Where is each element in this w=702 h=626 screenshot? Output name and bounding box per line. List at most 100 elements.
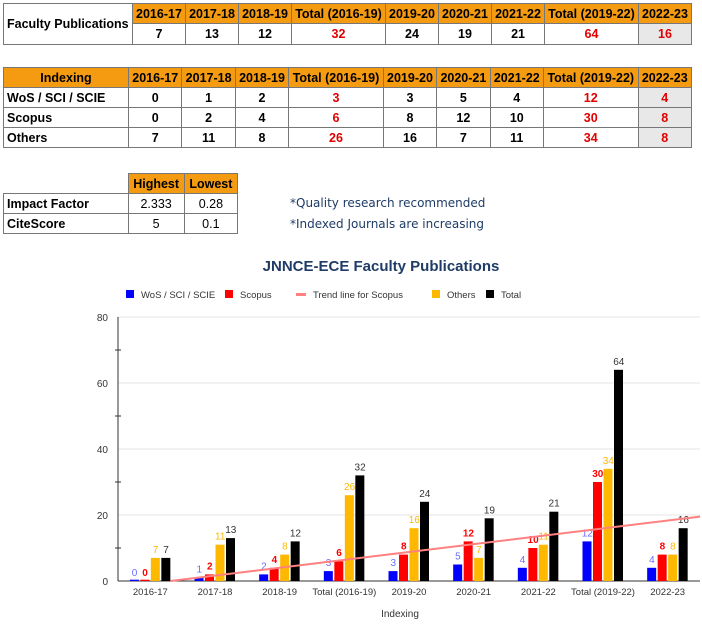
legend-swatch [432,290,440,298]
bar-total [355,475,365,581]
data-label: 6 [336,548,342,559]
bar-scopus [528,548,538,581]
bar-others [538,544,548,581]
bar-wos-sci-scie [194,577,204,581]
legend-label: WoS / SCI / SCIE [141,290,215,301]
col-header: 2021-22 [490,3,546,24]
bar-total [678,528,688,581]
cell: 11 [181,127,236,148]
data-label: 5 [455,552,461,563]
bar-wos-sci-scie [388,571,398,581]
note-indexed: *Indexed Journals are increasing [290,217,485,231]
bar-scopus [657,554,667,581]
col-header: Highest [127,173,185,194]
data-label: 3 [390,558,396,569]
cell: 0.28 [183,193,239,214]
col-header: 2022-23 [637,3,693,24]
bar-others [474,557,484,581]
cell: 8 [637,107,693,128]
cell: 19 [437,23,493,45]
data-label: 0 [142,568,148,579]
x-tick-label: 2022-23 [650,587,685,598]
bar-scopus [269,567,279,581]
bar-wos-sci-scie [129,579,139,581]
x-axis-label: Indexing [381,609,419,620]
col-header: 2016-17 [127,67,183,88]
col-header: 2020-21 [437,3,493,24]
data-label: 26 [344,482,356,493]
cell: 12 [238,23,293,45]
bar-wos-sci-scie [517,567,527,581]
col-header: 2017-18 [181,67,236,88]
cell: 8 [234,127,290,148]
cell: 11 [489,127,544,148]
col-header: 2019-20 [382,67,438,88]
cell: 24 [384,23,439,45]
data-label: 2 [261,561,267,572]
data-label: 7 [476,545,482,556]
data-label: 12 [463,528,475,539]
data-label: 10 [528,535,540,546]
table-row: Scopus 0 2 4 6 8 12 10 30 8 [3,107,693,128]
data-label: 16 [678,515,690,526]
cell: 7 [131,23,186,45]
bar-others [409,528,419,581]
col-header: Indexing [3,67,129,88]
cell: 21 [490,23,546,45]
cell: 16 [382,127,438,148]
x-tick-label: Total (2016-19) [312,587,376,598]
bar-scopus [205,574,214,581]
cell: 0.1 [183,213,239,234]
cell: 7 [436,127,491,148]
data-label: 4 [520,555,526,566]
col-header: 2019-20 [384,3,439,24]
y-tick-label: 0 [102,577,108,588]
bar-total [226,538,235,581]
data-label: 32 [355,462,367,473]
y-tick-label: 20 [97,511,109,522]
legend-label: Total [501,290,521,301]
cell: 8 [637,127,693,148]
data-label: 16 [409,515,421,526]
col-header: 2020-21 [436,67,491,88]
table-row: Others 7 11 8 26 16 7 11 34 8 [3,127,693,148]
bar-total [614,369,623,581]
data-label: 30 [592,469,604,480]
bar-others [150,557,160,581]
bar-scopus [334,561,344,581]
legend-swatch [126,290,134,298]
legend-swatch [225,290,233,298]
cell: CiteScore [3,213,129,234]
col-header: 2016-17 [131,3,186,24]
cell: Others [3,127,129,148]
data-label: 12 [290,528,302,539]
bar-total [420,501,429,581]
col-header: Total (2019-22) [544,3,639,24]
x-tick-label: 2021-22 [521,587,556,598]
data-label: 64 [613,357,625,368]
bar-scopus [399,554,408,581]
note-quality: *Quality research recommended [290,196,486,210]
data-label: 4 [649,555,655,566]
data-label: 21 [549,499,561,510]
x-tick-label: Total (2019-22) [571,587,635,598]
legend-swatch [296,293,306,296]
data-label: 8 [282,542,288,553]
bar-scopus [593,482,602,581]
x-tick-label: 2017-18 [198,587,233,598]
chart-title: JNNCE-ECE Faculty Publications [263,258,500,275]
bar-wos-sci-scie [647,567,657,581]
bar-scopus [140,579,150,581]
col-header: Total (2016-19) [288,67,384,88]
data-label: 7 [163,545,169,556]
cell: 16 [637,23,693,45]
col-header: 2021-22 [489,67,544,88]
x-tick-label: 2020-21 [456,587,491,598]
data-label: 4 [272,555,278,566]
metrics-table: Highest Lowest Impact Factor 2.333 0.28 CiteS… [3,173,239,234]
bar-others [668,554,678,581]
data-label: 13 [225,525,237,536]
data-label: 24 [419,489,431,500]
row-label: Faculty Publications [3,3,133,45]
legend-label: Others [447,290,476,301]
